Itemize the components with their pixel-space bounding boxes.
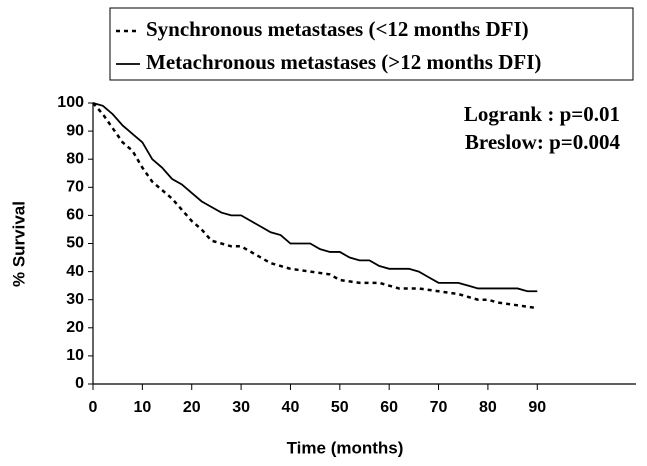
y-tick-label: 40 — [66, 263, 84, 280]
x-tick-label: 10 — [133, 399, 151, 416]
x-tick-label: 30 — [232, 399, 250, 416]
x-tick-label: 60 — [380, 399, 398, 416]
y-tick-label: 10 — [66, 347, 84, 364]
y-tick-label: 100 — [57, 94, 84, 111]
legend-label: Synchronous metastases (<12 months DFI) — [146, 17, 529, 41]
x-tick-label: 70 — [430, 399, 448, 416]
y-tick-label: 20 — [66, 319, 84, 336]
y-axis-title: % Survival — [9, 201, 28, 287]
series-line — [92, 102, 538, 310]
y-tick-label: 70 — [66, 179, 84, 196]
y-tick-label: 80 — [66, 150, 84, 167]
annotation: Logrank : p=0.01 — [464, 102, 620, 126]
series-line — [92, 102, 538, 293]
x-tick-label: 40 — [282, 399, 300, 416]
x-tick-label: 90 — [528, 399, 546, 416]
x-axis-title: Time (months) — [287, 438, 404, 457]
y-tick-label: 0 — [75, 375, 84, 392]
y-tick-label: 90 — [66, 122, 84, 139]
annotation: Breslow: p=0.004 — [465, 130, 621, 154]
y-tick-label: 50 — [66, 235, 84, 252]
x-tick-label: 0 — [89, 399, 98, 416]
x-tick-label: 50 — [331, 399, 349, 416]
legend-box — [109, 7, 634, 81]
legend-label: Metachronous metastases (>12 months DFI) — [146, 50, 541, 74]
x-tick-label: 20 — [183, 399, 201, 416]
x-tick-label: 80 — [479, 399, 497, 416]
y-tick-label: 30 — [66, 291, 84, 308]
y-tick-label: 60 — [66, 207, 84, 224]
